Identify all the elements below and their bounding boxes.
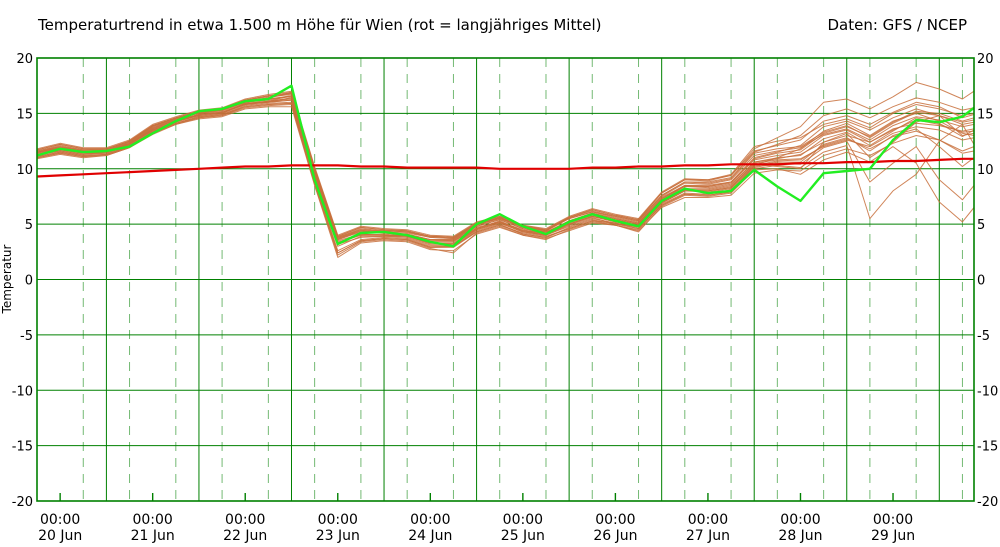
ensemble-member-line xyxy=(36,92,975,238)
y-tick-label-right: -5 xyxy=(977,329,990,344)
y-axis-label: Temperatur xyxy=(0,244,14,314)
grid xyxy=(37,57,974,502)
x-tick-date: 23 Jun xyxy=(316,528,360,544)
ensemble-member-line xyxy=(36,99,975,247)
mean-line-group xyxy=(36,157,974,178)
ensemble-member-line xyxy=(36,106,975,258)
x-tick-time: 00:00 xyxy=(225,512,265,528)
x-tick-date: 29 Jun xyxy=(871,528,915,544)
x-tick-time: 00:00 xyxy=(318,512,358,528)
y-tick-label-right: 20 xyxy=(977,52,994,67)
y-tick-label-right: -15 xyxy=(977,440,998,455)
ensemble-member-line xyxy=(36,102,975,254)
x-tick-date: 26 Jun xyxy=(593,528,637,544)
x-tick-time: 00:00 xyxy=(873,512,913,528)
x-tick-time: 00:00 xyxy=(40,512,80,528)
y-tick-label-left: 15 xyxy=(16,107,33,122)
y-tick-label-right: -20 xyxy=(977,495,998,510)
y-tick-label-right: 5 xyxy=(977,218,985,233)
y-tick-label-right: 0 xyxy=(977,274,985,289)
ensemble-member-line xyxy=(36,97,975,245)
y-tick-label-left: 0 xyxy=(25,274,33,289)
y-tick-label-left: 10 xyxy=(16,163,33,178)
y-tick-label-right: 15 xyxy=(977,107,994,122)
ensemble-member-line xyxy=(36,104,975,256)
y-tick-label-left: -15 xyxy=(12,440,33,455)
y-tick-label-left: -20 xyxy=(12,495,33,510)
chart-title: Temperaturtrend in etwa 1.500 m Höhe für… xyxy=(38,16,602,34)
x-tick-time: 00:00 xyxy=(595,512,635,528)
y-ticks: 20 20 15 15 10 10 5 5 0 0 -5 -5 -10 -10 -15 -15 -20 -20 xyxy=(12,52,998,510)
ensemble-member-line xyxy=(36,92,975,238)
x-tick-time: 00:00 xyxy=(688,512,728,528)
y-tick-label-right: 10 xyxy=(977,163,994,178)
x-tick-time: 00:00 xyxy=(410,512,450,528)
x-tick-date: 24 Jun xyxy=(408,528,452,544)
x-tick-date: 27 Jun xyxy=(686,528,730,544)
y-tick-label-left: -10 xyxy=(12,384,33,399)
x-tick-time: 00:00 xyxy=(132,512,172,528)
ensemble-member-line xyxy=(36,81,975,238)
x-tick-date: 22 Jun xyxy=(223,528,267,544)
plot-border xyxy=(36,57,975,502)
x-tick-date: 28 Jun xyxy=(778,528,822,544)
main-run-group xyxy=(36,84,975,248)
x-tick-time: 00:00 xyxy=(780,512,820,528)
ensemble-member-line xyxy=(36,102,975,254)
longterm-mean-line xyxy=(36,157,974,178)
x-tick-date: 25 Jun xyxy=(501,528,545,544)
y-tick-label-left: 5 xyxy=(25,218,33,233)
y-tick-label-left: 20 xyxy=(16,52,33,67)
y-tick-label-left: -5 xyxy=(20,329,33,344)
x-tick-date: 20 Jun xyxy=(38,528,82,544)
data-source-label: Daten: GFS / NCEP xyxy=(827,16,968,34)
x-tick-date: 21 Jun xyxy=(131,528,175,544)
y-tick-label-right: -10 xyxy=(977,384,998,399)
ensemble-lines xyxy=(36,81,975,258)
x-tick-time: 00:00 xyxy=(503,512,543,528)
main-run-line xyxy=(36,84,975,248)
